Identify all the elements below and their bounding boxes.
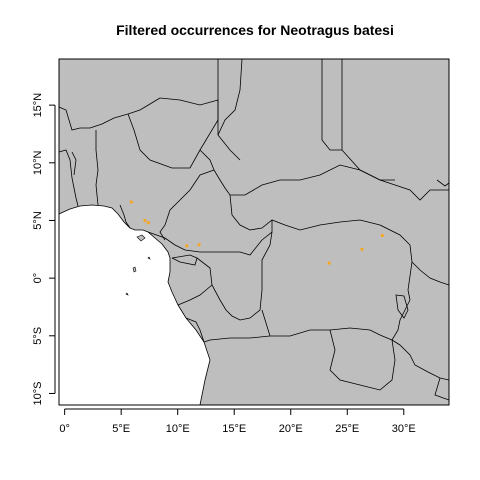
y-tick-label: 5°N (32, 211, 44, 230)
land-area (58, 58, 450, 406)
y-tick-label: 10°S (32, 381, 44, 405)
occurrence-point (197, 243, 201, 247)
island-bioko (136, 234, 146, 242)
occurrence-points (129, 200, 384, 265)
occurrence-point (146, 221, 150, 225)
occurrence-point (185, 244, 189, 248)
island-principe (147, 256, 151, 260)
x-tick-label: 10°E (166, 423, 190, 435)
occurrence-point (380, 233, 384, 238)
map-layer (58, 58, 450, 406)
y-tick-label: 5°S (32, 327, 44, 345)
y-tick-label: 15°N (32, 93, 44, 118)
plot-frame (58, 58, 450, 406)
map-title: Filtered occurrences for Neotragus bates… (116, 22, 394, 38)
occurrence-point (143, 218, 147, 223)
x-tick-label: 5°E (112, 423, 130, 435)
y-axis: 10°S 5°S 0° 5°N 10°N 15°N (32, 93, 56, 405)
x-tick-label: 15°E (222, 423, 246, 435)
island-annobon (125, 292, 129, 296)
country-borders (58, 58, 450, 401)
x-tick-label: 30°E (392, 423, 416, 435)
occurrence-point (360, 247, 364, 251)
x-axis: 0° 5°E 10°E 15°E 20°E 25°E 30°E (59, 408, 416, 435)
occurrence-point (129, 200, 133, 204)
island-sao-tome (132, 266, 137, 273)
occurrence-point (327, 261, 331, 265)
x-tick-label: 20°E (279, 423, 303, 435)
y-tick-label: 10°N (32, 150, 44, 175)
y-tick-label: 0° (32, 273, 44, 284)
x-tick-label: 25°E (335, 423, 359, 435)
x-tick-label: 0° (59, 423, 70, 435)
